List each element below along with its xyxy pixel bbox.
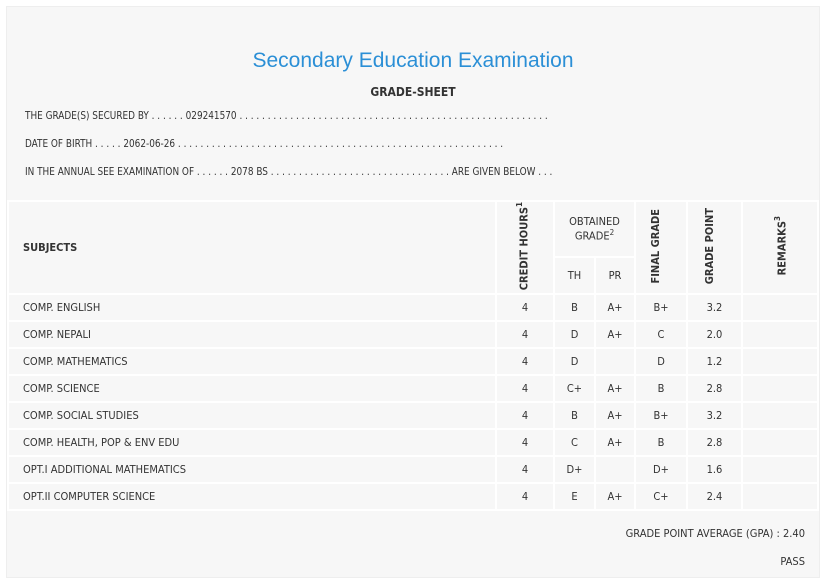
cell-pr: A+ [594, 401, 636, 431]
exam-end: ARE GIVEN BELOW . . . [451, 165, 553, 178]
cell-credit: 4 [495, 374, 555, 404]
cell-th: C [553, 428, 596, 458]
cell-final: D [634, 347, 688, 377]
cell-remarks [741, 320, 819, 350]
grade-sheet-panel: Secondary Education Examination GRADE-SH… [6, 6, 820, 578]
cell-point: 2.0 [686, 320, 743, 350]
cell-final: C [634, 320, 688, 350]
cell-th: D [553, 347, 596, 377]
header-th: TH [553, 256, 596, 296]
cell-subject: COMP. SOCIAL STUDIES [7, 401, 497, 431]
cell-subject: COMP. ENGLISH [7, 293, 497, 323]
cell-credit: 4 [495, 428, 555, 458]
cell-remarks [741, 293, 819, 323]
cell-pr [594, 455, 636, 485]
cell-th: D+ [553, 455, 596, 485]
cell-credit: 4 [495, 455, 555, 485]
secured-by-label: THE GRADE(S) SECURED BY . . . . . . [25, 109, 183, 122]
cell-credit: 4 [495, 320, 555, 350]
cell-final: B+ [634, 401, 688, 431]
table-row: COMP. SOCIAL STUDIES 4 B A+ B+ 3.2 [7, 401, 819, 431]
cell-final: D+ [634, 455, 688, 485]
cell-remarks [741, 347, 819, 377]
cell-th: B [553, 293, 596, 323]
table-row: COMP. MATHEMATICS 4 D D 1.2 [7, 347, 819, 377]
header-remarks: REMARKS3 [741, 199, 819, 296]
table-row: OPT.II COMPUTER SCIENCE 4 E A+ C+ 2.4 [7, 482, 819, 512]
page-subtitle: GRADE-SHEET [370, 85, 456, 99]
cell-th: D [553, 320, 596, 350]
header-final-grade: FINAL GRADE [634, 199, 688, 296]
cell-credit: 4 [495, 401, 555, 431]
cell-subject: COMP. SCIENCE [7, 374, 497, 404]
dob-line: DATE OF BIRTH . . . . . 2062-06-26 . . .… [25, 137, 503, 150]
gpa-summary: GRADE POINT AVERAGE (GPA) : 2.40 [625, 527, 805, 540]
cell-point: 2.8 [686, 428, 743, 458]
table-row: COMP. HEALTH, POP & ENV EDU 4 C A+ B 2.8 [7, 428, 819, 458]
cell-subject: COMP. MATHEMATICS [7, 347, 497, 377]
cell-subject: OPT.I ADDITIONAL MATHEMATICS [7, 455, 497, 485]
cell-remarks [741, 482, 819, 512]
cell-point: 3.2 [686, 401, 743, 431]
cell-pr: A+ [594, 320, 636, 350]
cell-remarks [741, 428, 819, 458]
cell-credit: 4 [495, 293, 555, 323]
table-row: OPT.I ADDITIONAL MATHEMATICS 4 D+ D+ 1.6 [7, 455, 819, 485]
page-title: Secondary Education Examination [252, 49, 574, 72]
symbol-number: 029241570 [185, 109, 237, 122]
cell-pr: A+ [594, 482, 636, 512]
dob-value: 2062-06-26 [123, 137, 176, 150]
header-credit-hours: CREDIT HOURS1 [495, 199, 555, 296]
cell-final: B [634, 428, 688, 458]
cell-th: C+ [553, 374, 596, 404]
result-status: PASS [780, 555, 805, 568]
header-subjects: SUBJECTS [7, 199, 497, 296]
cell-subject: COMP. HEALTH, POP & ENV EDU [7, 428, 497, 458]
exam-label: IN THE ANNUAL SEE EXAMINATION OF . . . .… [25, 165, 229, 178]
table-row: COMP. NEPALI 4 D A+ C 2.0 [7, 320, 819, 350]
table-row: COMP. SCIENCE 4 C+ A+ B 2.8 [7, 374, 819, 404]
header-grade-point: GRADE POINT [686, 199, 743, 296]
cell-remarks [741, 374, 819, 404]
dots: . . . . . . . . . . . . . . . . . . . . … [239, 109, 548, 122]
header-pr: PR [594, 256, 636, 296]
exam-line: IN THE ANNUAL SEE EXAMINATION OF . . . .… [25, 165, 552, 178]
cell-subject: COMP. NEPALI [7, 320, 497, 350]
exam-year: 2078 BS [230, 165, 268, 178]
cell-point: 2.4 [686, 482, 743, 512]
cell-pr: A+ [594, 293, 636, 323]
cell-subject: OPT.II COMPUTER SCIENCE [7, 482, 497, 512]
cell-credit: 4 [495, 347, 555, 377]
cell-point: 1.2 [686, 347, 743, 377]
cell-remarks [741, 401, 819, 431]
secured-by-line: THE GRADE(S) SECURED BY . . . . . . 0292… [25, 109, 548, 122]
cell-th: E [553, 482, 596, 512]
dots: . . . . . . . . . . . . . . . . . . . . … [270, 165, 449, 178]
cell-final: B+ [634, 293, 688, 323]
cell-point: 2.8 [686, 374, 743, 404]
cell-th: B [553, 401, 596, 431]
cell-point: 3.2 [686, 293, 743, 323]
dob-label: DATE OF BIRTH . . . . . [25, 137, 121, 150]
cell-pr: A+ [594, 374, 636, 404]
cell-point: 1.6 [686, 455, 743, 485]
header-obtained-grade: OBTAINED GRADE2 [553, 199, 636, 259]
cell-credit: 4 [495, 482, 555, 512]
cell-pr: A+ [594, 428, 636, 458]
cell-remarks [741, 455, 819, 485]
cell-final: B [634, 374, 688, 404]
cell-final: C+ [634, 482, 688, 512]
cell-pr [594, 347, 636, 377]
table-row: COMP. ENGLISH 4 B A+ B+ 3.2 [7, 293, 819, 323]
grades-table: SUBJECTS CREDIT HOURS1 OBTAINED GRADE2 F… [7, 199, 819, 512]
dots: . . . . . . . . . . . . . . . . . . . . … [177, 137, 504, 150]
